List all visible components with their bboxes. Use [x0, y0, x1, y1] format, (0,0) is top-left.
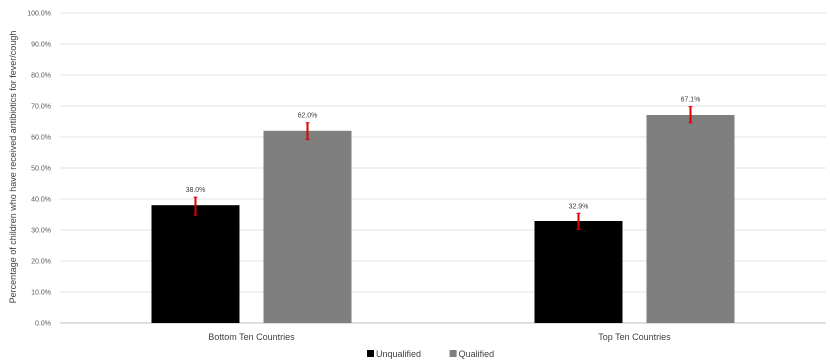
data-label: 67.1%	[681, 97, 701, 104]
y-tick-label: 20.0%	[31, 259, 51, 266]
bar-qualified-0	[263, 130, 352, 323]
bar-unqualified-1	[534, 221, 623, 323]
legend: Unqualified Qualified	[367, 349, 494, 359]
y-axis-ticks: 0.0% 10.0% 20.0% 30.0% 40.0% 50.0% 60.0% 70.0% 8…	[27, 11, 51, 328]
y-tick-label: 90.0%	[31, 42, 51, 49]
legend-label: Qualified	[459, 349, 495, 359]
bar-unqualified-0	[151, 205, 240, 323]
data-label: 38.0%	[186, 187, 206, 194]
y-axis-title: Percentage of children who have received…	[8, 31, 18, 304]
y-tick-label: 100.0%	[27, 11, 51, 18]
data-labels: 38.0% 62.0% 32.9% 67.1%	[186, 97, 701, 211]
y-tick-label: 10.0%	[31, 290, 51, 297]
bar-qualified-1	[646, 114, 735, 324]
legend-label: Unqualified	[376, 349, 421, 359]
y-tick-label: 30.0%	[31, 228, 51, 235]
data-label: 62.0%	[298, 113, 318, 120]
legend-swatch-qualified	[449, 350, 457, 357]
y-tick-label: 80.0%	[31, 73, 51, 80]
y-tick-label: 70.0%	[31, 104, 51, 111]
x-category-label: Top Ten Countries	[598, 332, 671, 342]
y-tick-label: 40.0%	[31, 197, 51, 204]
bars	[151, 114, 735, 324]
error-bars	[193, 106, 693, 230]
legend-swatch-unqualified	[367, 350, 374, 357]
x-axis-categories: Bottom Ten Countries Top Ten Countries	[208, 332, 671, 342]
data-label: 32.9%	[569, 203, 589, 210]
y-tick-label: 60.0%	[31, 135, 51, 142]
y-tick-label: 0.0%	[35, 321, 51, 328]
y-tick-label: 50.0%	[31, 166, 51, 173]
x-category-label: Bottom Ten Countries	[208, 332, 295, 342]
